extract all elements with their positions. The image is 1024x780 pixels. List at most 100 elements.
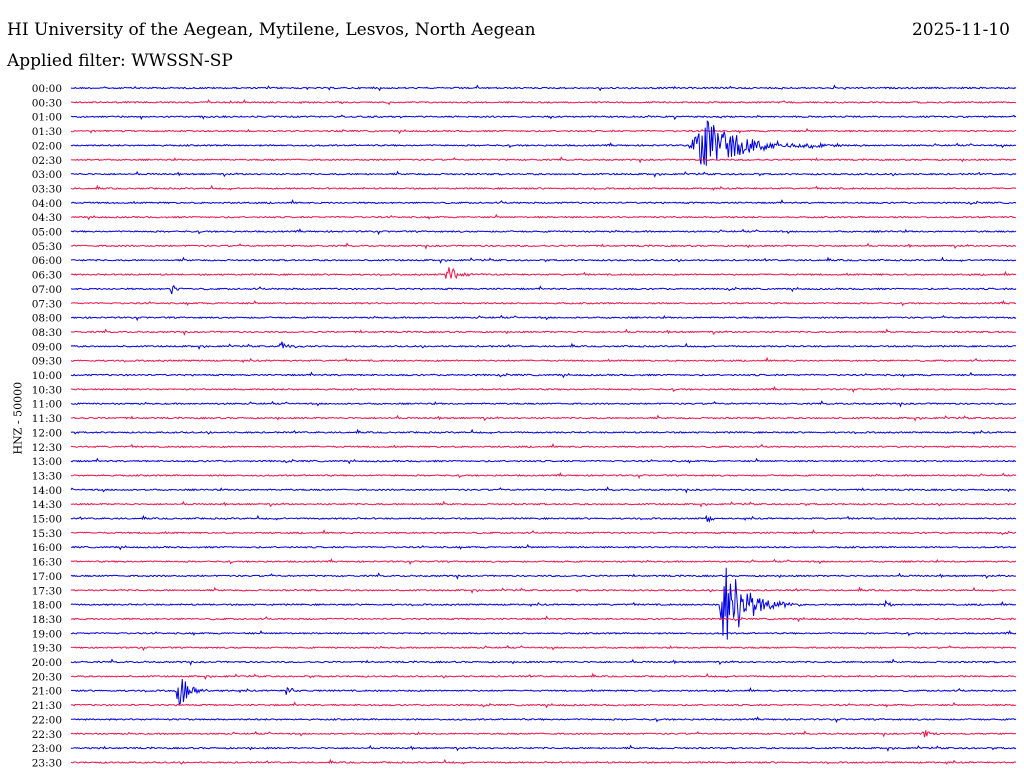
trace-row-0330 (70, 184, 1017, 191)
trace-row-1900 (70, 629, 1017, 637)
trace-row-0100 (70, 114, 1017, 121)
row-time-label: 18:30 (32, 614, 62, 626)
row-time-label: 01:00 (32, 112, 62, 124)
row-time-label: 09:30 (32, 356, 62, 368)
trace-row-1200 (70, 428, 1017, 435)
row-time-label: 22:00 (32, 714, 62, 726)
row-time-label: 07:30 (32, 298, 62, 310)
trace-row-1630 (70, 558, 1017, 566)
row-time-label: 13:00 (32, 456, 62, 468)
trace-row-1830 (70, 615, 1017, 623)
trace-row-1600 (70, 543, 1017, 551)
trace-row-0400 (70, 199, 1017, 206)
row-time-label: 07:00 (32, 284, 62, 296)
row-time-label: 04:00 (32, 198, 62, 210)
trace-row-0700 (71, 284, 1017, 295)
row-time-label: 20:30 (32, 671, 62, 683)
row-time-label: 18:00 (32, 600, 62, 612)
trace-row-2030 (70, 672, 1016, 680)
row-time-label: 23:30 (32, 757, 62, 769)
row-time-label: 08:30 (32, 327, 62, 339)
trace-row-1030 (70, 385, 1017, 393)
row-time-label: 06:00 (32, 255, 62, 267)
trace-row-1430 (70, 500, 1016, 508)
row-time-label: 22:30 (32, 729, 62, 741)
row-time-label: 10:30 (32, 384, 62, 396)
trace-row-0800 (70, 314, 1017, 322)
trace-row-2330 (70, 758, 1017, 765)
row-time-label: 05:30 (32, 241, 62, 253)
trace-row-1330 (70, 471, 1017, 480)
trace-row-0530 (70, 242, 1016, 250)
row-time-label: 02:00 (32, 140, 62, 152)
row-time-label: 20:00 (32, 657, 62, 669)
row-time-label: 12:00 (32, 427, 62, 439)
row-time-label: 00:30 (32, 97, 62, 109)
row-time-label: 01:30 (32, 126, 62, 138)
station-title: HI University of the Aegean, Mytilene, L… (7, 20, 536, 40)
trace-row-1730 (70, 586, 1017, 594)
row-time-label: 21:00 (32, 686, 62, 698)
row-time-label: 13:30 (32, 470, 62, 482)
row-time-label: 23:00 (32, 743, 62, 755)
row-time-label: 15:30 (32, 528, 62, 540)
trace-row-0430 (70, 213, 1017, 221)
row-time-label: 11:00 (32, 399, 62, 411)
trace-row-0130 (70, 127, 1017, 135)
row-time-label: 16:00 (32, 542, 62, 554)
trace-row-0900 (70, 341, 1017, 351)
trace-row-1500 (70, 514, 1017, 524)
trace-row-1000 (70, 371, 1017, 379)
trace-row-0500 (70, 228, 1017, 236)
record-date: 2025-11-10 (911, 20, 1010, 40)
trace-row-1130 (70, 414, 1017, 422)
trace-row-2230 (70, 730, 1017, 738)
trace-row-2300 (70, 744, 1017, 752)
trace-row-2100 (70, 678, 1017, 705)
row-time-label: 15:00 (32, 514, 62, 526)
trace-row-1100 (70, 400, 1017, 408)
trace-row-1400 (70, 486, 1017, 494)
row-time-label: 11:30 (32, 413, 62, 425)
row-time-label: 21:30 (32, 700, 62, 712)
trace-row-0000 (70, 84, 1017, 92)
row-time-label: 05:00 (32, 227, 62, 239)
trace-row-0200 (70, 120, 1017, 166)
trace-row-0030 (70, 98, 1017, 106)
trace-row-1800 (70, 567, 1017, 640)
row-time-label: 00:00 (32, 83, 62, 95)
row-time-label: 09:00 (32, 341, 62, 353)
row-time-label: 19:30 (32, 643, 62, 655)
trace-row-2000 (70, 658, 1017, 666)
trace-row-1230 (70, 442, 1017, 449)
row-time-label: 14:30 (32, 499, 62, 511)
row-time-label: 17:30 (32, 585, 62, 597)
trace-row-0930 (70, 356, 1017, 364)
row-time-label: 10:00 (32, 370, 62, 382)
row-time-label: 14:00 (32, 485, 62, 497)
trace-row-0630 (70, 267, 1017, 279)
trace-row-0600 (70, 256, 1017, 264)
row-time-label: 04:30 (32, 212, 62, 224)
trace-row-0730 (70, 299, 1017, 307)
trace-row-0830 (71, 328, 1017, 336)
row-time-label: 06:30 (32, 270, 62, 282)
row-time-label: 03:30 (32, 183, 62, 195)
trace-row-1700 (70, 572, 1017, 580)
trace-row-1300 (70, 457, 1017, 465)
row-time-label: 17:00 (32, 571, 62, 583)
trace-row-0300 (70, 170, 1017, 178)
row-time-label: 03:00 (32, 169, 62, 181)
row-time-label: 02:30 (32, 155, 62, 167)
trace-row-1930 (70, 644, 1017, 652)
filter-label: Applied filter: WWSSN-SP (7, 51, 233, 71)
row-time-label: 16:30 (32, 557, 62, 569)
trace-row-2130 (70, 701, 1017, 709)
trace-row-2200 (70, 716, 1017, 724)
row-time-label: 12:30 (32, 442, 62, 454)
trace-row-1530 (70, 528, 1017, 536)
row-time-label: 08:00 (32, 313, 62, 325)
trace-row-0230 (70, 156, 1016, 164)
row-time-label: 19:00 (32, 628, 62, 640)
